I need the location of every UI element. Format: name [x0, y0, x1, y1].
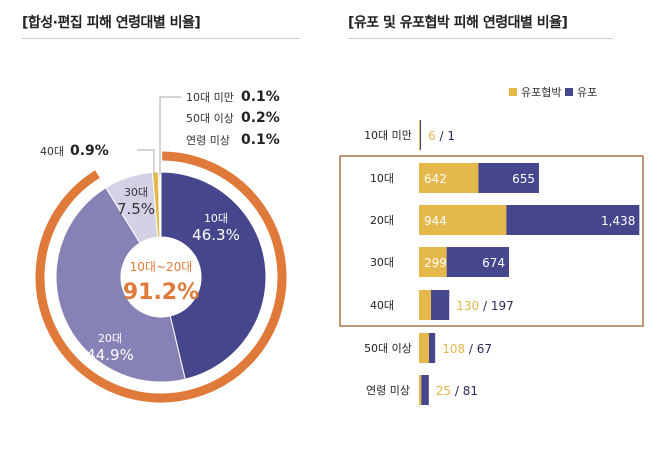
- slice-label: 10대 미만: [186, 91, 234, 104]
- bar-segment: [446, 247, 510, 277]
- bar-segment: [419, 290, 432, 320]
- bar-segment: [419, 333, 429, 363]
- bar-value-label: 299: [424, 256, 447, 270]
- highlight-box: [339, 155, 644, 327]
- bar-value-label: 674: [482, 256, 505, 270]
- slice-label: 20대: [98, 332, 122, 345]
- category-label: 30대: [370, 256, 394, 269]
- legend-swatch: [509, 88, 517, 96]
- slice-value: 44.9%: [86, 346, 134, 364]
- category-label: 20대: [370, 214, 394, 227]
- bar-value-label: 642: [424, 172, 447, 186]
- slice-value: 0.9%: [70, 143, 109, 159]
- slice-value: 7.5%: [117, 200, 155, 218]
- bar-segment: [419, 375, 422, 405]
- bar-value-label: 130 / 197: [456, 299, 513, 313]
- bar-segment: [478, 163, 539, 193]
- pie-slice-1: [55, 186, 186, 383]
- bar-segment: [419, 205, 507, 235]
- bar-value-label: 25 / 81: [436, 384, 478, 398]
- bar-segment: [420, 120, 421, 150]
- center-value: 91.2%: [123, 280, 199, 305]
- bar-value-label: 655: [512, 172, 535, 186]
- callout-line: [137, 149, 155, 175]
- category-label: 연령 미상: [366, 384, 410, 397]
- slice-label: 40대: [40, 145, 64, 158]
- bar-value-label: 6 / 1: [428, 129, 455, 143]
- bar-segment: [506, 205, 640, 235]
- slice-value: 0.1%: [241, 132, 280, 148]
- bar-value-label: 944: [424, 214, 447, 228]
- pie-slice-0: [160, 171, 267, 380]
- highlight-ring: [35, 151, 287, 403]
- slice-value: 0.1%: [241, 89, 280, 105]
- title-divider: [348, 38, 613, 39]
- pie-slice-6: [159, 171, 162, 238]
- category-label: 40대: [370, 299, 394, 312]
- slice-label: 50대 이상: [186, 112, 234, 125]
- bar-segment: [431, 290, 450, 320]
- donut-chart-title: [합성·편집 피해 연령대별 비율]: [22, 15, 201, 31]
- bar-segment: [419, 163, 479, 193]
- slice-label: 연령 미상: [186, 134, 230, 147]
- legend-swatch: [565, 88, 573, 96]
- slice-label: 30대: [124, 186, 148, 199]
- slice-value: 46.3%: [192, 226, 240, 244]
- bar-chart-title: [유포 및 유포협박 피해 연령대별 비율]: [348, 15, 568, 31]
- bar-value-label: 1,438: [601, 214, 635, 228]
- legend-label: 유포협박: [521, 86, 561, 99]
- category-label: 50대 이상: [364, 342, 412, 355]
- center-label: 10대~20대: [130, 260, 193, 274]
- bar-segment: [419, 247, 447, 277]
- bar-value-label: 108 / 67: [442, 342, 492, 356]
- slice-value: 0.2%: [241, 110, 280, 126]
- legend-label: 유포: [577, 86, 597, 99]
- bar-segment: [419, 120, 420, 150]
- category-label: 10대: [370, 172, 394, 185]
- slice-label: 10대: [204, 212, 228, 225]
- title-divider: [22, 38, 300, 39]
- bar-segment: [428, 333, 436, 363]
- callout-line: [159, 96, 181, 175]
- category-label: 10대 미만: [364, 129, 412, 142]
- bar-segment: [421, 375, 429, 405]
